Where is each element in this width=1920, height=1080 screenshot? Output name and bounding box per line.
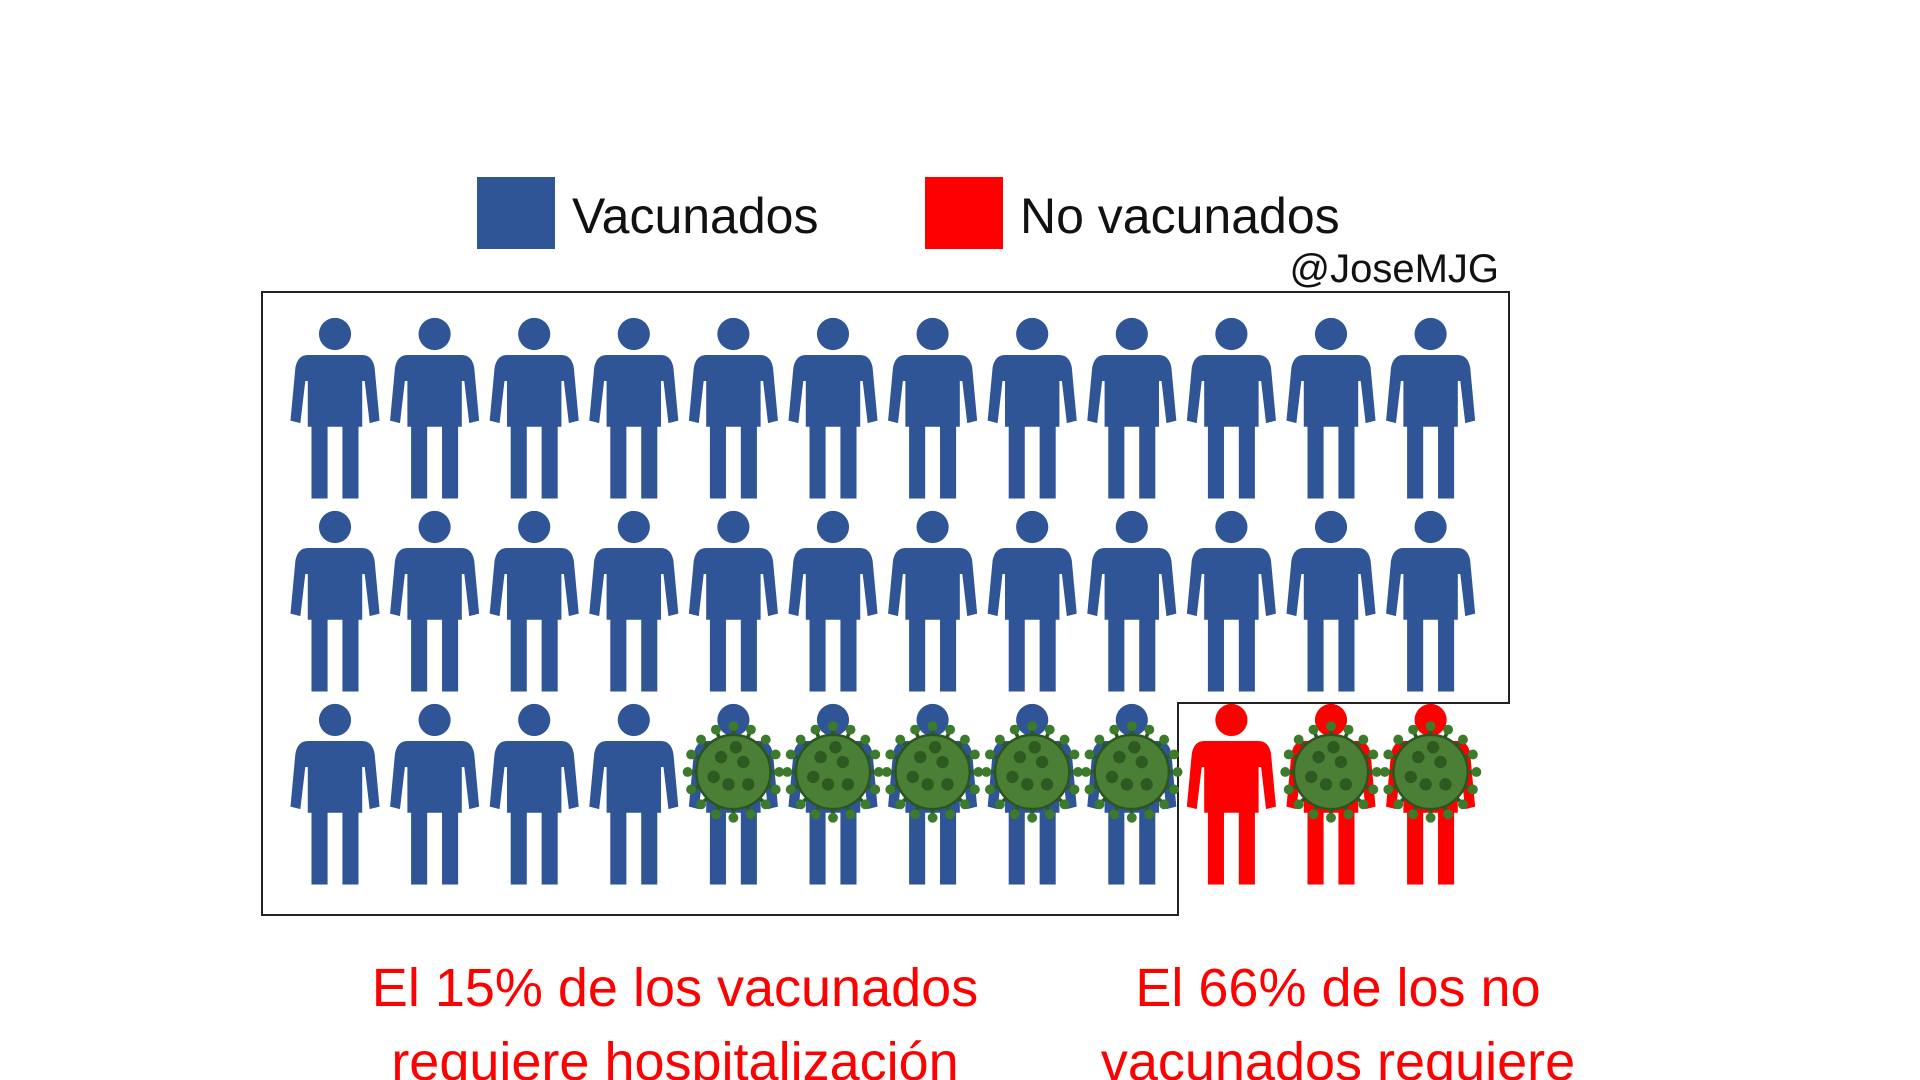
person-icon [688,317,778,499]
person-icon [489,510,579,692]
virus [881,721,984,823]
person-icon [881,703,984,885]
person-icon [1280,703,1382,885]
virus [1379,721,1482,823]
person-icon [788,317,878,499]
person-icon [390,703,480,885]
person-icon [1186,510,1276,692]
person-icon [1186,317,1276,499]
person-icon [290,317,380,499]
person-icon [1286,510,1376,692]
person-icon [688,510,778,692]
person-icon [1386,317,1476,499]
caption-line: El 15% de los vacunados [372,958,978,1018]
person-icon [589,510,679,692]
virus [682,721,785,823]
legend-swatch [925,177,1003,249]
virus [981,721,1083,823]
person-icon [589,317,679,499]
person-icon [1186,703,1276,885]
legend: Vacunados No vacunados [477,177,1340,249]
person-icon [290,703,380,885]
caption-line: vacunados requiere [1101,1032,1575,1080]
caption-line: requiere hospitalización [391,1032,958,1080]
person-icon [888,317,978,499]
icon-array [290,317,1482,885]
author-handle: @JoseMJG [1289,247,1499,291]
person-icon [782,703,884,885]
group-frame [261,291,1510,916]
person-icon [788,510,878,692]
person-icon [888,510,978,692]
legend-swatch [477,177,555,249]
person-icon [390,510,480,692]
person-icon [390,317,480,499]
person-icon [1081,703,1183,885]
virus [1081,721,1183,823]
captions: El 15% de los vacunados requiere hospital… [372,958,1575,1080]
person-icon [1087,510,1177,692]
person-icon [489,703,579,885]
virus [1280,721,1382,823]
person-icon [1087,317,1177,499]
person-icon [1379,703,1482,885]
person-icon [981,703,1083,885]
person-icon [290,510,380,692]
caption-line: El 66% de los no [1135,958,1540,1018]
virus [782,721,884,823]
person-icon [682,703,785,885]
person-icon [987,317,1077,499]
person-icon [1386,510,1476,692]
person-icon [1286,317,1376,499]
person-icon [987,510,1077,692]
legend-label: No vacunados [1020,188,1340,244]
person-icon [589,703,679,885]
person-icon [489,317,579,499]
legend-label: Vacunados [572,188,818,244]
